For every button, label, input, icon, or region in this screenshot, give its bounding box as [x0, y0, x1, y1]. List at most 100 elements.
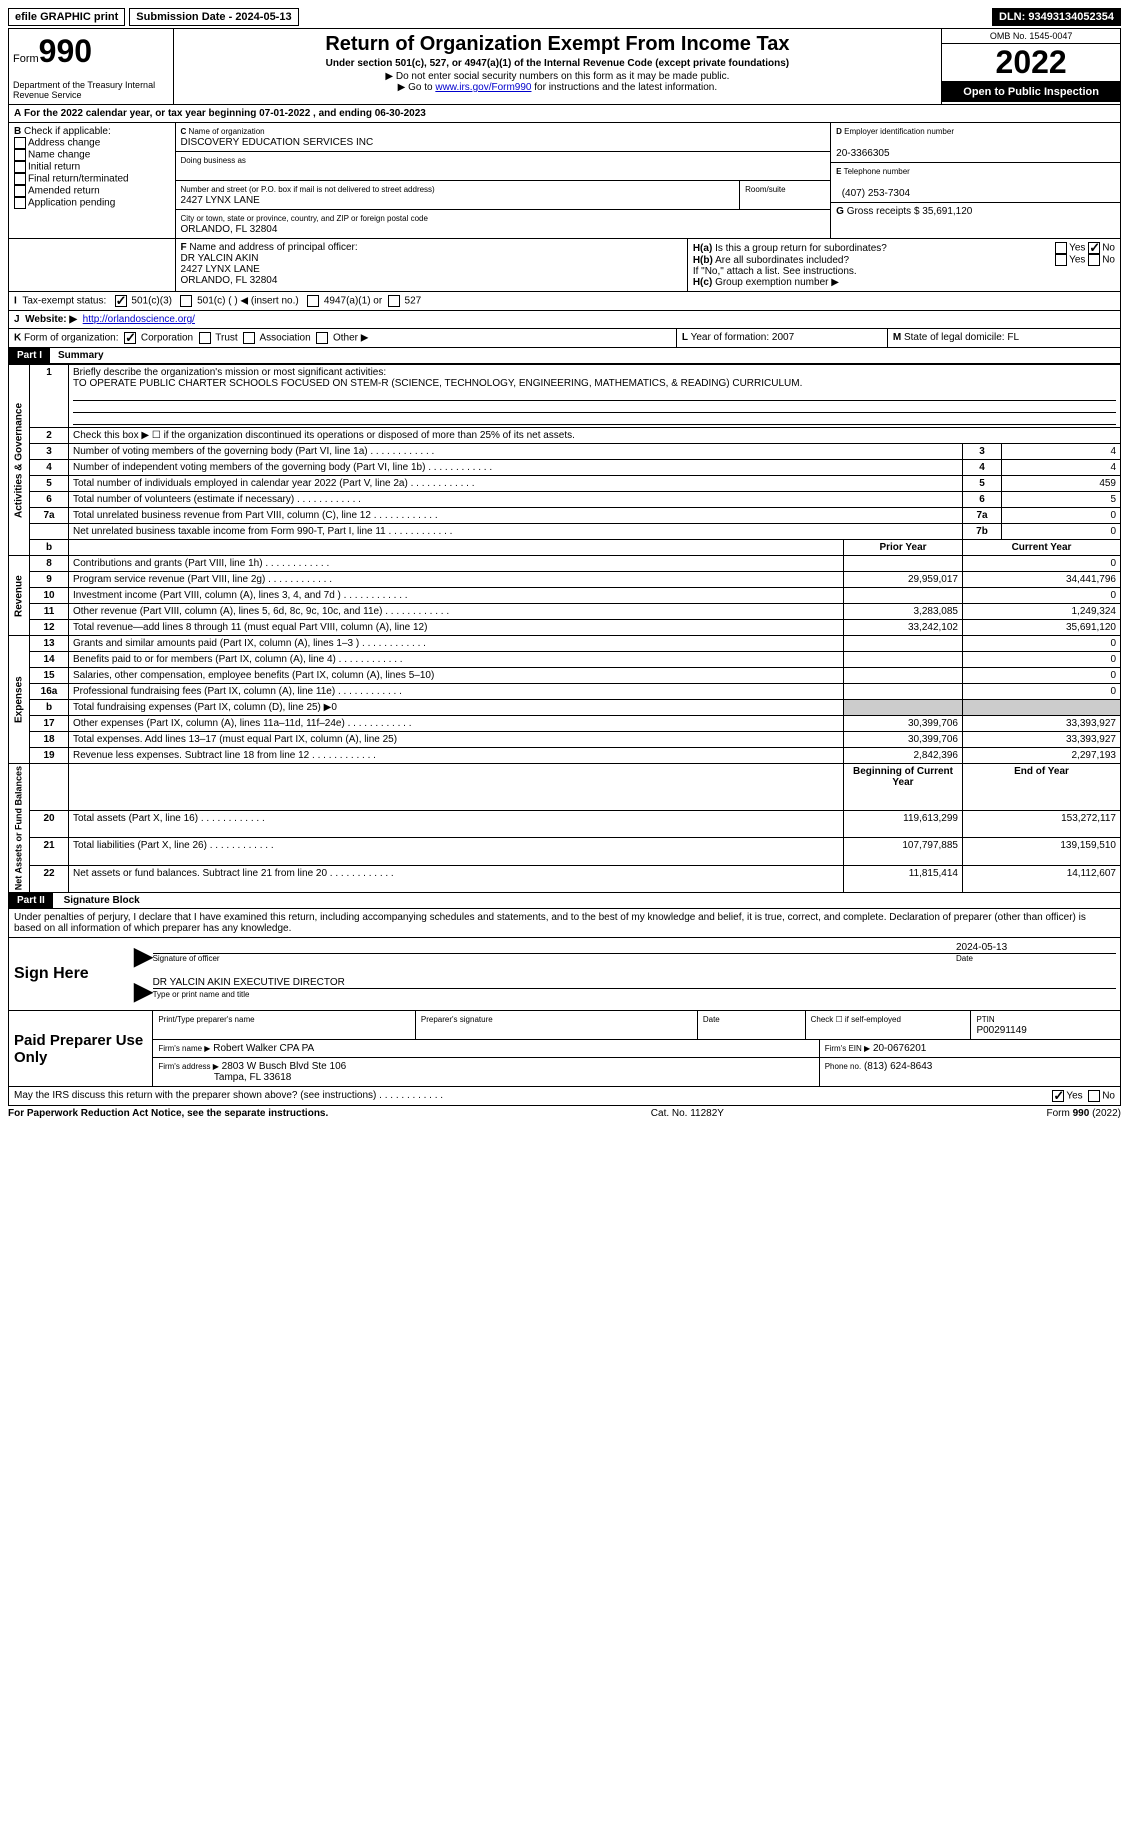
efile-button[interactable]: efile GRAPHIC print — [8, 8, 125, 26]
form-label: Form — [13, 53, 39, 65]
cb-corporation[interactable] — [124, 332, 136, 344]
line14-text: Benefits paid to or for members (Part IX… — [69, 652, 844, 668]
website-link[interactable]: http://orlandoscience.org/ — [83, 314, 195, 325]
line4-val: 4 — [1002, 460, 1121, 476]
part2-title: Signature Block — [56, 893, 148, 908]
cb-address-change[interactable] — [14, 137, 26, 149]
line9-py: 29,959,017 — [844, 572, 963, 588]
line13-py — [844, 636, 963, 652]
line19-text: Revenue less expenses. Subtract line 18 … — [69, 748, 844, 764]
ha-label: Is this a group return for subordinates? — [715, 243, 887, 254]
cb-4947[interactable] — [307, 295, 319, 307]
m-label: State of legal domicile: — [904, 332, 1005, 343]
cb-final-return[interactable] — [14, 173, 26, 185]
cb-association[interactable] — [243, 332, 255, 344]
officer-addr2: ORLANDO, FL 32804 — [181, 275, 278, 286]
line18-cy: 33,393,927 — [963, 732, 1121, 748]
date-label: Date — [956, 954, 1116, 963]
cb-trust[interactable] — [199, 332, 211, 344]
check-if-label: Check ☐ if self-employed — [811, 1015, 901, 1024]
cb-initial-return[interactable] — [14, 161, 26, 173]
line9-text: Program service revenue (Part VIII, line… — [69, 572, 844, 588]
line8-text: Contributions and grants (Part VIII, lin… — [69, 556, 844, 572]
top-bar: efile GRAPHIC print Submission Date - 20… — [8, 8, 1121, 26]
cb-hb-yes[interactable] — [1055, 254, 1067, 266]
cb-amended[interactable] — [14, 185, 26, 197]
dln: DLN: 93493134052354 — [992, 8, 1121, 26]
officer-name: DR YALCIN AKIN — [181, 253, 259, 264]
line16b-py — [844, 700, 963, 716]
line16b-cy — [963, 700, 1121, 716]
line21-text: Total liabilities (Part X, line 26) — [69, 838, 844, 866]
line7b-text: Net unrelated business taxable income fr… — [69, 524, 963, 540]
cb-may-irs-no[interactable] — [1088, 1090, 1100, 1102]
line-j: J Website: ▶ http://orlandoscience.org/ — [8, 311, 1121, 329]
gross-receipts: 35,691,120 — [922, 206, 972, 217]
section-activities: Activities & Governance — [9, 365, 30, 556]
part2-label: Part II — [9, 893, 53, 908]
paid-preparer-label: Paid Preparer Use Only — [9, 1011, 152, 1086]
line14-py — [844, 652, 963, 668]
d-label: Employer identification number — [844, 127, 954, 136]
line16a-py — [844, 684, 963, 700]
k-label: Form of organization: — [24, 333, 119, 344]
line1-label: Briefly describe the organization's miss… — [73, 367, 386, 378]
line12-text: Total revenue—add lines 8 through 11 (mu… — [69, 620, 844, 636]
line13-cy: 0 — [963, 636, 1121, 652]
irs-link[interactable]: www.irs.gov/Form990 — [435, 82, 531, 93]
part1-header: Part I Summary — [8, 348, 1121, 364]
line19-cy: 2,297,193 — [963, 748, 1121, 764]
cb-other[interactable] — [316, 332, 328, 344]
dba-label: Doing business as — [181, 156, 246, 165]
firm-ein-label: Firm's EIN ▶ — [825, 1044, 870, 1053]
cb-app-pending[interactable] — [14, 197, 26, 209]
hb-note: If "No," attach a list. See instructions… — [693, 266, 1115, 277]
cb-hb-no[interactable] — [1088, 254, 1100, 266]
prep-date-label: Date — [703, 1015, 720, 1024]
org-address: 2427 LYNX LANE — [181, 195, 260, 206]
line6-text: Total number of volunteers (estimate if … — [69, 492, 963, 508]
paid-preparer-block: Paid Preparer Use Only Print/Type prepar… — [8, 1011, 1121, 1087]
cb-501c[interactable] — [180, 295, 192, 307]
cb-may-irs-yes[interactable] — [1052, 1090, 1064, 1102]
line13-text: Grants and similar amounts paid (Part IX… — [69, 636, 844, 652]
b-label: Check if applicable: — [24, 126, 111, 137]
summary-table: Activities & Governance 1 Briefly descri… — [8, 364, 1121, 893]
phone-label: Phone no. — [825, 1062, 861, 1071]
part1-title: Summary — [50, 348, 112, 363]
form-number: 990 — [39, 33, 92, 69]
header-sub3: ▶ Go to www.irs.gov/Form990 for instruct… — [178, 82, 938, 93]
firm-phone: (813) 624-8643 — [864, 1061, 932, 1072]
hc-label: Group exemption number ▶ — [715, 277, 839, 288]
tax-year: 2022 — [942, 44, 1120, 82]
dept-label: Department of the Treasury Internal Reve… — [13, 80, 169, 100]
cb-527[interactable] — [388, 295, 400, 307]
line11-py: 3,283,085 — [844, 604, 963, 620]
line7a-text: Total unrelated business revenue from Pa… — [69, 508, 963, 524]
sig-date: 2024-05-13 — [948, 942, 1116, 954]
cb-501c3[interactable] — [115, 295, 127, 307]
cb-ha-no[interactable] — [1088, 242, 1100, 254]
line16a-text: Professional fundraising fees (Part IX, … — [69, 684, 844, 700]
type-name-label: Type or print name and title — [153, 990, 250, 999]
line7b-val: 0 — [1002, 524, 1121, 540]
prep-sig-label: Preparer's signature — [421, 1015, 493, 1024]
l-label: Year of formation: — [691, 332, 770, 343]
line17-cy: 33,393,927 — [963, 716, 1121, 732]
line10-text: Investment income (Part VIII, column (A)… — [69, 588, 844, 604]
state-domicile: FL — [1007, 332, 1019, 343]
mission: TO OPERATE PUBLIC CHARTER SCHOOLS FOCUSE… — [73, 378, 802, 389]
line16a-cy: 0 — [963, 684, 1121, 700]
line16b-text: Total fundraising expenses (Part IX, col… — [69, 700, 844, 716]
g-label: Gross receipts $ — [847, 206, 920, 217]
sig-arrow-icon-2: ▶ — [134, 977, 152, 1006]
identity-block: B Check if applicable: Address change Na… — [8, 123, 1121, 239]
org-city: ORLANDO, FL 32804 — [181, 224, 278, 235]
part1-label: Part I — [9, 348, 50, 363]
ptin-label: PTIN — [976, 1015, 994, 1024]
cb-name-change[interactable] — [14, 149, 26, 161]
line18-py: 30,399,706 — [844, 732, 963, 748]
cb-ha-yes[interactable] — [1055, 242, 1067, 254]
may-irs-text: May the IRS discuss this return with the… — [9, 1087, 1047, 1105]
omb-number: OMB No. 1545-0047 — [942, 29, 1120, 44]
